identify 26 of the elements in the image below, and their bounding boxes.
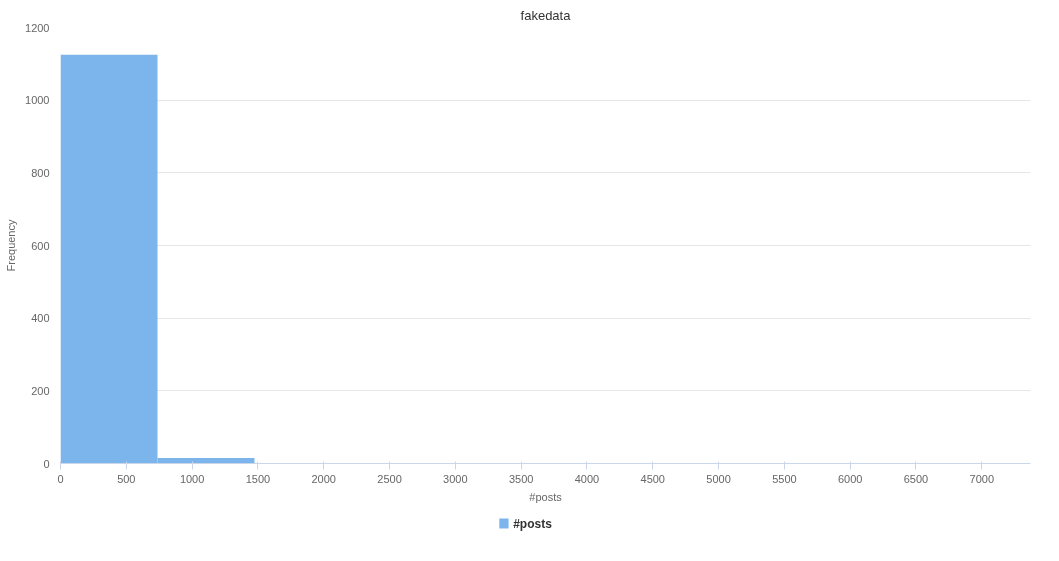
x-tick-label: 500	[117, 472, 136, 485]
y-tick-label: 600	[31, 239, 50, 252]
x-tick-label: 4500	[640, 472, 666, 485]
x-tick-label: 0	[57, 472, 64, 485]
x-tick-label: 4000	[574, 472, 600, 485]
x-tick-label: 6500	[903, 472, 929, 485]
x-tick-label: 3500	[508, 472, 534, 485]
x-tick-label: 1500	[245, 472, 271, 485]
y-tick-label: 1000	[25, 94, 50, 107]
x-axis-title: #posts	[529, 490, 563, 503]
x-tick-label: 1000	[179, 472, 205, 485]
y-tick-label: 400	[31, 312, 50, 325]
y-tick-label: 0	[43, 457, 50, 470]
y-tick-label: 1200	[25, 21, 50, 34]
x-tick-label: 2500	[377, 472, 402, 485]
x-tick-label: 5000	[706, 472, 731, 485]
y-tick-label: 800	[31, 166, 50, 179]
x-tick-label: 3000	[443, 472, 468, 485]
x-tick-label: 5500	[772, 472, 797, 485]
x-tick-label: 6000	[837, 472, 863, 485]
y-tick-label: 200	[31, 384, 50, 397]
legend-label: #posts	[513, 516, 553, 531]
x-tick-label: 7000	[969, 472, 995, 485]
chart-title: fakedata	[520, 7, 572, 23]
x-tick-label: 2000	[311, 472, 336, 485]
y-axis-title: Frequency	[5, 219, 18, 272]
